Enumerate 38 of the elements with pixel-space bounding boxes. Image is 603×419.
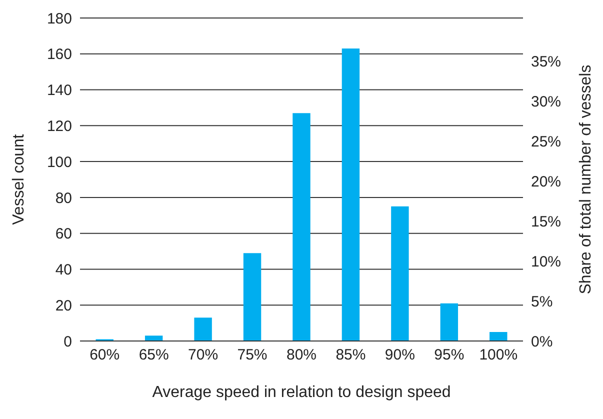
bar xyxy=(440,303,458,341)
y2-tick-label: 5% xyxy=(531,293,553,310)
bar xyxy=(144,336,163,341)
x-tick-label: 85% xyxy=(336,346,366,364)
y2-tick-label: 0% xyxy=(531,333,553,350)
bar xyxy=(243,253,262,341)
y2-tick-label: 35% xyxy=(531,54,562,70)
y-tick-label: 180 xyxy=(46,10,72,28)
y2-tick-label: 10% xyxy=(531,253,562,270)
y-tick-label: 60 xyxy=(55,226,72,243)
y-tick-label: 20 xyxy=(55,297,72,314)
y-tick-label: 160 xyxy=(46,46,72,64)
y-tick-label: 100 xyxy=(46,154,72,171)
bar xyxy=(490,332,508,341)
y-tick-label: 120 xyxy=(46,118,72,135)
x-tick-label: 100% xyxy=(479,346,518,364)
x-tick-label: 75% xyxy=(237,346,268,364)
y-axis-title: Vessel count xyxy=(10,134,28,225)
y2-tick-label: 25% xyxy=(531,133,562,150)
x-tick-label: 95% xyxy=(434,346,464,364)
y-tick-label: 140 xyxy=(46,82,72,100)
bar xyxy=(292,113,310,341)
y2-tick-label: 30% xyxy=(531,93,562,110)
x-tick-label: 70% xyxy=(188,346,218,364)
x-tick-label: 80% xyxy=(286,346,317,364)
x-axis-title: Average speed in relation to design speed xyxy=(151,384,452,402)
y2-tick-label: 20% xyxy=(531,173,562,190)
y2-axis-title: Share of total number of vessels xyxy=(578,64,595,294)
y-tick-label: 0 xyxy=(64,333,72,350)
y-tick-label: 40 xyxy=(55,262,72,279)
bar xyxy=(342,48,360,341)
x-tick-label: 65% xyxy=(138,346,169,364)
bar xyxy=(194,318,212,341)
bar xyxy=(391,206,409,341)
y2-tick-label: 15% xyxy=(531,213,562,230)
x-tick-label: 90% xyxy=(384,346,415,364)
y-tick-label: 80 xyxy=(55,190,72,207)
x-tick-label: 60% xyxy=(90,346,120,364)
